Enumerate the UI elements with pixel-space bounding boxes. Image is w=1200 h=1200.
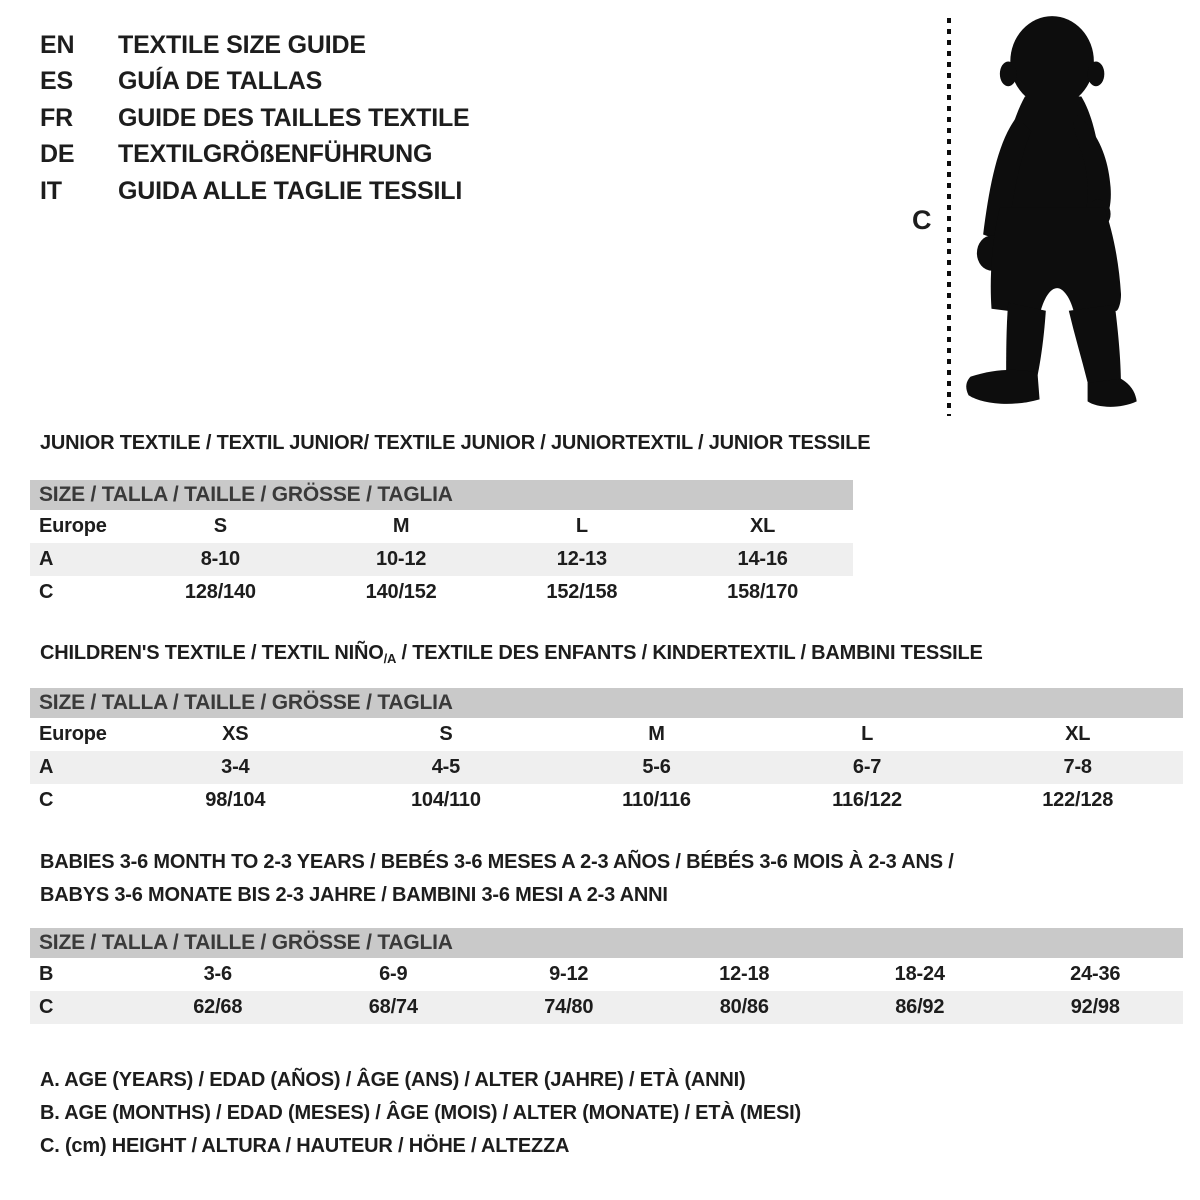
children-size-table: SIZE / TALLA / TAILLE / GRÖSSE / TAGLIA … [30, 688, 1183, 817]
language-row-it: IT GUIDA ALLE TAGLIE TESSILI [40, 173, 470, 210]
table-row: A 3-4 4-5 5-6 6-7 7-8 [30, 751, 1183, 784]
size-cell: 3-4 [221, 756, 250, 778]
size-cell: 98/104 [205, 789, 266, 811]
size-cell: 7-8 [1063, 756, 1093, 778]
legend-line-b: B. AGE (MONTHS) / EDAD (MESES) / ÂGE (MO… [40, 1102, 801, 1124]
size-cell: 24-36 [1070, 963, 1121, 985]
size-cell: 86/92 [895, 996, 945, 1018]
size-cell: L [575, 515, 588, 537]
row-label: A [39, 548, 54, 570]
size-cell: 68/74 [368, 996, 418, 1018]
size-cell: 128/140 [184, 581, 256, 603]
size-cell: XL [750, 515, 776, 537]
legend-line-c: C. (cm) HEIGHT / ALTURA / HAUTEUR / HÖHE… [40, 1135, 570, 1157]
height-measure-dashed-line [947, 18, 951, 416]
language-row-en: EN TEXTILE SIZE GUIDE [40, 27, 470, 64]
size-cell: 122/128 [1042, 789, 1114, 811]
children-title-text: CHILDREN'S TEXTILE / TEXTIL NIÑO [40, 642, 384, 664]
size-cell: 158/170 [727, 581, 799, 603]
children-title-text: / TEXTILE DES ENFANTS / KINDERTEXTIL / B… [396, 642, 983, 664]
language-code: IT [40, 176, 62, 205]
table-row: Europe XS S M L XL [30, 718, 1183, 751]
size-cell: M [648, 723, 665, 745]
size-cell: 6-7 [852, 756, 882, 778]
language-code: DE [40, 140, 75, 169]
table-row: A 8-10 10-12 12-13 14-16 [30, 543, 853, 576]
measure-legend: A. AGE (YEARS) / EDAD (AÑOS) / ÂGE (ANS)… [40, 1064, 801, 1163]
language-title: GUÍA DE TALLAS [118, 67, 323, 96]
size-header-bar: SIZE / TALLA / TAILLE / GRÖSSE / TAGLIA [30, 928, 1183, 958]
legend-line-a: A. AGE (YEARS) / EDAD (AÑOS) / ÂGE (ANS)… [40, 1069, 746, 1091]
size-cell: 5-6 [642, 756, 671, 778]
children-title-subscript: /A [383, 651, 397, 666]
junior-table-grid: Europe S M L XL A 8-10 10-12 12-13 14-16 C 128/140 1… [30, 510, 853, 609]
table-row: C 62/68 68/74 74/80 80/86 86/92 92/98 [30, 991, 1183, 1024]
size-cell: XL [1065, 723, 1091, 745]
language-title: TEXTILGRÖßENFÜHRUNG [118, 140, 433, 169]
size-cell: 104/110 [410, 789, 481, 811]
language-row-es: ES GUÍA DE TALLAS [40, 64, 470, 101]
size-cell: 92/98 [1070, 996, 1120, 1018]
row-label: Europe [39, 723, 107, 745]
table-row: B 3-6 6-9 9-12 12-18 18-24 24-36 [30, 958, 1183, 991]
size-cell: 80/86 [719, 996, 769, 1018]
row-label: C [39, 789, 54, 811]
language-title: GUIDA ALLE TAGLIE TESSILI [118, 176, 463, 205]
language-title: GUIDE DES TAILLES TEXTILE [118, 103, 470, 132]
size-cell: S [213, 515, 227, 537]
size-cell: 10-12 [376, 548, 427, 570]
size-cell: 18-24 [894, 963, 945, 985]
size-cell: 74/80 [544, 996, 594, 1018]
row-label: C [39, 581, 54, 603]
language-code: EN [40, 30, 75, 59]
size-header-bar: SIZE / TALLA / TAILLE / GRÖSSE / TAGLIA [30, 688, 1183, 718]
row-label: C [39, 996, 54, 1018]
babies-size-table: SIZE / TALLA / TAILLE / GRÖSSE / TAGLIA … [30, 928, 1183, 1024]
babies-title-line-2: BABYS 3-6 MONATE BIS 2-3 JAHRE / BAMBINI… [40, 884, 668, 906]
row-label: B [39, 963, 54, 985]
size-cell: 6-9 [379, 963, 408, 985]
language-row-fr: FR GUIDE DES TAILLES TEXTILE [40, 100, 470, 137]
language-title-list: EN TEXTILE SIZE GUIDE ES GUÍA DE TALLAS … [40, 27, 470, 210]
babies-title-line-1: BABIES 3-6 MONTH TO 2-3 YEARS / BEBÉS 3-… [40, 851, 954, 873]
size-cell: 152/158 [546, 581, 618, 603]
row-label: Europe [39, 515, 107, 537]
language-code: FR [40, 103, 73, 132]
children-section-title: CHILDREN'S TEXTILE / TEXTIL NIÑO/A / TEX… [40, 642, 983, 666]
junior-section-title: JUNIOR TEXTILE / TEXTIL JUNIOR/ TEXTILE … [40, 432, 871, 454]
size-cell: 9-12 [549, 963, 589, 985]
language-title: TEXTILE SIZE GUIDE [118, 30, 366, 59]
size-cell: 12-13 [556, 548, 607, 570]
size-cell: M [392, 515, 410, 537]
table-row: Europe S M L XL [30, 510, 853, 543]
size-cell: S [439, 723, 453, 745]
size-header-bar: SIZE / TALLA / TAILLE / GRÖSSE / TAGLIA [30, 480, 853, 510]
table-row: C 98/104 104/110 110/116 116/122 122/128 [30, 784, 1183, 817]
language-row-de: DE TEXTILGRÖßENFÜHRUNG [40, 137, 470, 174]
size-cell: 4-5 [431, 756, 461, 778]
height-measure-label: C [912, 205, 932, 235]
junior-size-table: SIZE / TALLA / TAILLE / GRÖSSE / TAGLIA … [30, 480, 853, 609]
babies-table-grid: B 3-6 6-9 9-12 12-18 18-24 24-36 C 62/68 68/74 74/… [30, 958, 1183, 1024]
language-code: ES [40, 67, 73, 96]
size-cell: 116/122 [832, 789, 902, 811]
babies-section-title: BABIES 3-6 MONTH TO 2-3 YEARS / BEBÉS 3-… [40, 846, 954, 912]
children-table-grid: Europe XS S M L XL A 3-4 4-5 5-6 6-7 7-8 C 98/104 104/… [30, 718, 1183, 817]
row-label: A [39, 756, 54, 778]
size-cell: 14-16 [737, 548, 788, 570]
size-cell: 3-6 [203, 963, 233, 985]
size-cell: 12-18 [719, 963, 770, 985]
size-cell: XS [222, 723, 249, 745]
size-cell: L [861, 723, 874, 745]
size-cell: 140/152 [365, 581, 437, 603]
size-cell: 110/116 [622, 789, 691, 811]
size-cell: 62/68 [193, 996, 243, 1018]
table-row: C 128/140 140/152 152/158 158/170 [30, 576, 853, 609]
size-cell: 8-10 [200, 548, 240, 570]
toddler-silhouette-icon [966, 16, 1137, 407]
